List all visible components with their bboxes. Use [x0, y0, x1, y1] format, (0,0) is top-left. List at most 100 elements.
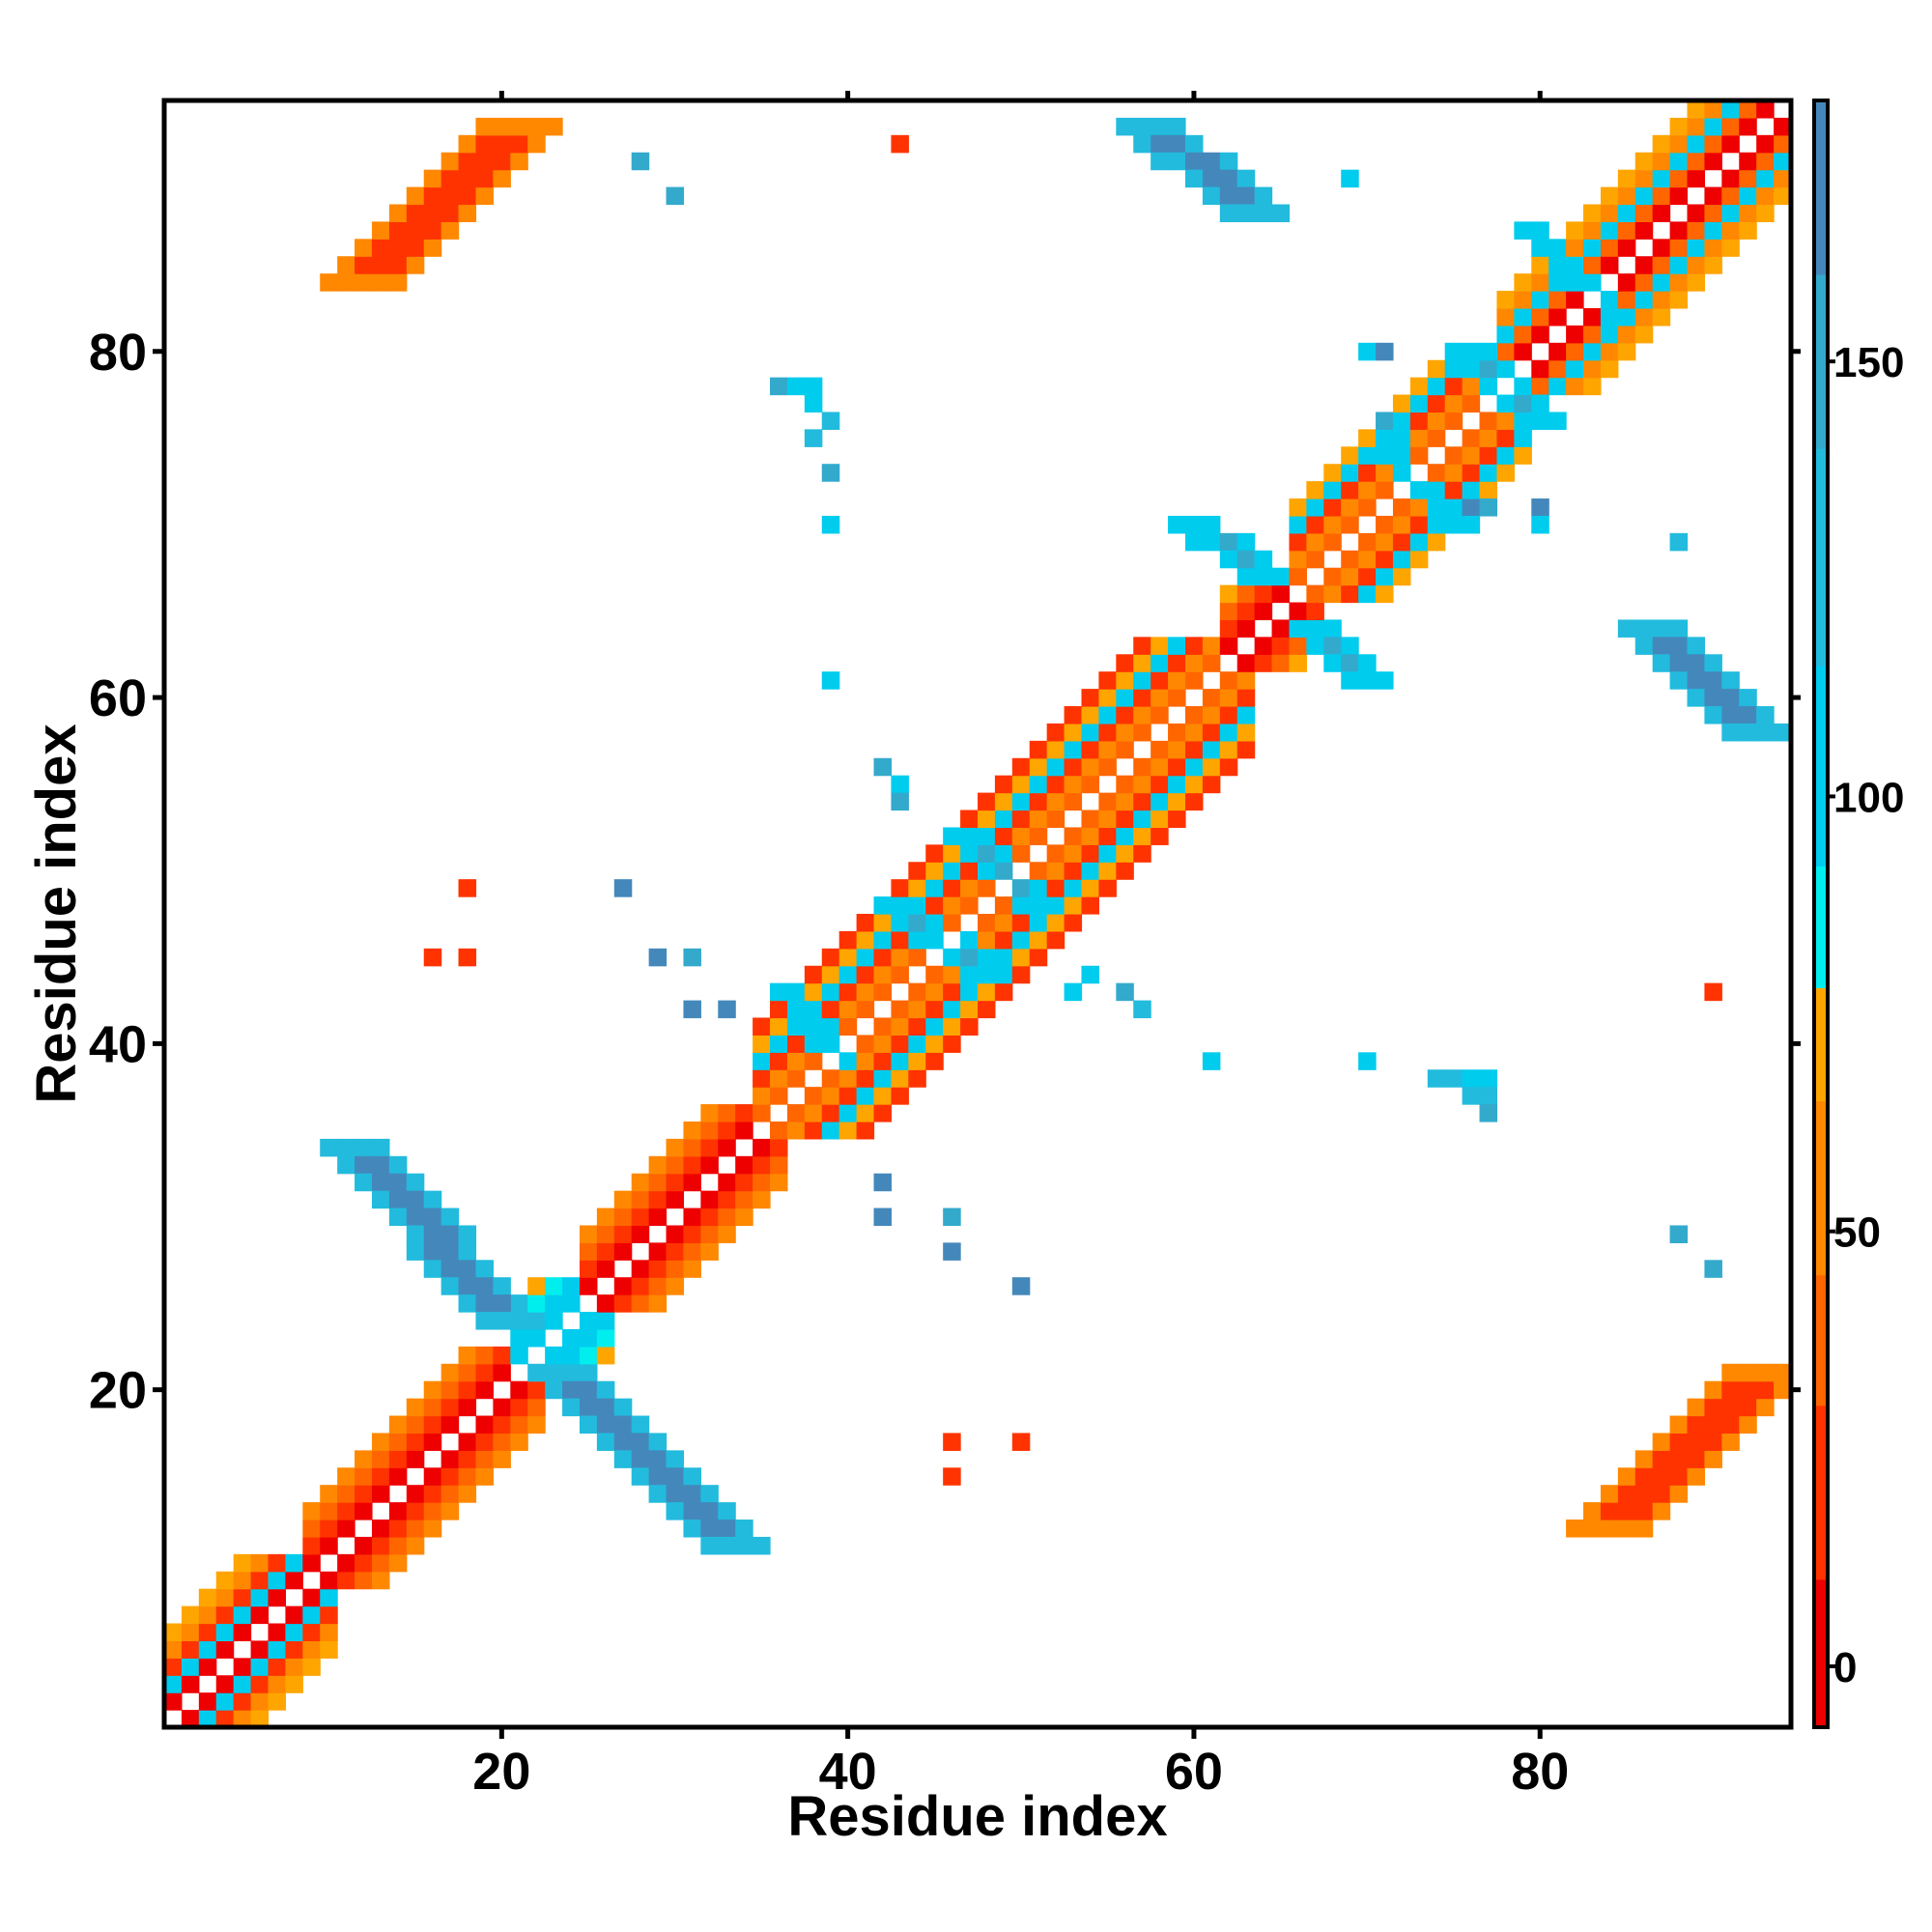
heatmap-cell	[821, 948, 840, 967]
heatmap-cell	[753, 1536, 771, 1555]
heatmap-cell	[1392, 550, 1411, 569]
heatmap-cell	[1704, 221, 1722, 240]
heatmap-cell	[1184, 740, 1204, 759]
heatmap-cell	[1583, 342, 1602, 361]
heatmap-cell	[198, 1640, 217, 1659]
heatmap-cell	[908, 1035, 926, 1053]
heatmap-cell	[1583, 204, 1602, 222]
heatmap-cell	[613, 1398, 633, 1417]
heatmap-cell	[1184, 654, 1204, 672]
heatmap-cell	[388, 1190, 408, 1209]
heatmap-cell	[1479, 498, 1498, 517]
heatmap-cell	[596, 1294, 615, 1313]
heatmap-cell	[1444, 394, 1463, 413]
heatmap-cell	[1721, 239, 1740, 257]
heatmap-cell	[943, 982, 961, 1002]
heatmap-cell	[994, 982, 1013, 1002]
heatmap-cell	[1046, 740, 1065, 759]
heatmap-cell	[1151, 792, 1169, 811]
heatmap-cell	[1774, 134, 1792, 154]
heatmap-cell	[510, 1380, 528, 1400]
heatmap-cell	[423, 204, 442, 222]
heatmap-cell	[1133, 689, 1151, 707]
heatmap-cell	[1704, 186, 1722, 206]
heatmap-cell	[458, 1380, 477, 1400]
heatmap-cell	[1634, 307, 1654, 327]
heatmap-cell	[1617, 1467, 1636, 1486]
heatmap-cell	[493, 1398, 511, 1417]
heatmap-cell	[337, 1138, 355, 1157]
heatmap-cell	[856, 1035, 875, 1053]
heatmap-cell	[1358, 446, 1377, 465]
heatmap-cell	[337, 256, 355, 274]
heatmap-cell	[1496, 446, 1515, 465]
heatmap-cell	[1531, 394, 1549, 413]
heatmap-cell	[1687, 654, 1706, 672]
heatmap-cell	[1236, 602, 1256, 621]
heatmap-cell	[1168, 117, 1186, 136]
colorbar-band	[1814, 1405, 1828, 1580]
heatmap-cell	[735, 1155, 753, 1175]
heatmap-cell	[388, 1502, 408, 1520]
heatmap-cell	[1739, 1380, 1757, 1400]
heatmap-cell	[1029, 792, 1048, 811]
heatmap-cell	[925, 965, 944, 984]
heatmap-cell	[804, 982, 823, 1002]
heatmap-cell	[233, 1571, 252, 1590]
heatmap-cell	[753, 1173, 771, 1192]
heatmap-cell	[1116, 689, 1134, 707]
heatmap-cell	[320, 273, 338, 292]
heatmap-cell	[978, 1000, 996, 1019]
heatmap-cell	[1376, 481, 1394, 499]
heatmap-cell	[181, 1710, 200, 1728]
heatmap-cell	[1202, 1052, 1221, 1070]
heatmap-cell	[1566, 273, 1584, 292]
heatmap-cell	[475, 1467, 494, 1486]
heatmap-cell	[908, 948, 926, 967]
heatmap-cell	[406, 1208, 425, 1227]
heatmap-cell	[320, 1536, 338, 1555]
heatmap-cell	[1323, 654, 1342, 672]
heatmap-cell	[1756, 169, 1775, 188]
heatmap-cell	[1064, 775, 1083, 794]
heatmap-cell	[1168, 810, 1186, 829]
heatmap-cell	[960, 810, 979, 829]
heatmap-cell	[1168, 671, 1186, 690]
heatmap-cell	[1756, 706, 1775, 724]
heatmap-cell	[1116, 740, 1134, 759]
heatmap-cell	[1739, 1398, 1757, 1417]
heatmap-cell	[406, 1242, 425, 1261]
x-tick-label: 40	[819, 1743, 877, 1801]
heatmap-cell	[648, 948, 668, 967]
heatmap-cell	[648, 1294, 668, 1313]
heatmap-cell	[1774, 117, 1792, 136]
heatmap-cell	[1029, 740, 1048, 759]
heatmap-cell	[1168, 740, 1186, 759]
heatmap-cell	[164, 1675, 183, 1693]
heatmap-cell	[181, 1675, 200, 1693]
heatmap-cell	[493, 117, 511, 136]
colorbar-band	[1814, 866, 1828, 989]
heatmap-cell	[1756, 723, 1775, 742]
colorbar-band	[1814, 1578, 1828, 1728]
heatmap-cell	[1427, 377, 1446, 396]
heatmap-cell	[1116, 723, 1134, 742]
heatmap-cell	[1358, 567, 1377, 586]
heatmap-cell	[960, 982, 979, 1002]
heatmap-cell	[355, 1467, 373, 1486]
heatmap-cell	[1566, 359, 1584, 379]
heatmap-cell	[215, 1675, 235, 1693]
heatmap-cell	[613, 1294, 633, 1313]
heatmap-cell	[1341, 584, 1359, 604]
heatmap-cell	[406, 1173, 425, 1192]
heatmap-cell	[440, 1277, 460, 1295]
heatmap-cell	[475, 1433, 494, 1451]
heatmap-cell	[250, 1571, 270, 1590]
heatmap-cell	[960, 862, 979, 880]
heatmap-cell	[1669, 1415, 1689, 1435]
heatmap-cell	[1409, 498, 1429, 517]
heatmap-cell	[1600, 256, 1619, 274]
heatmap-cell	[1739, 706, 1757, 724]
heatmap-cell	[925, 879, 944, 897]
heatmap-cell	[821, 1069, 840, 1088]
